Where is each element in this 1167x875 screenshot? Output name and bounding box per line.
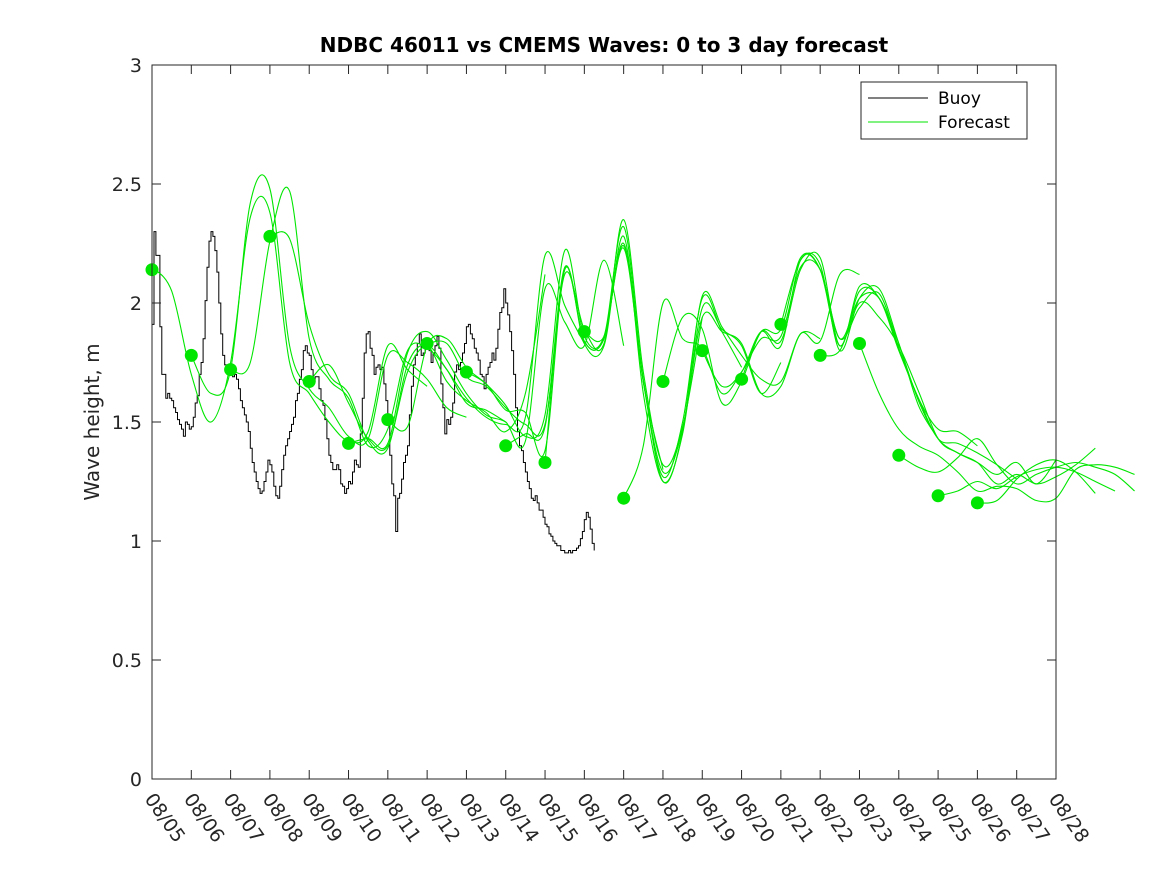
legend-buoy-label: Buoy xyxy=(938,89,981,109)
forecast-line-16 xyxy=(780,252,1057,485)
forecast-line-0 xyxy=(151,195,428,444)
forecast-marker xyxy=(892,448,906,462)
forecast-marker xyxy=(420,337,434,350)
forecast-marker xyxy=(577,325,591,339)
forecast-marker xyxy=(813,348,827,362)
legend-forecast-label: Forecast xyxy=(938,113,1010,133)
y-tick-label: 3 xyxy=(130,55,142,77)
forecast-marker xyxy=(302,375,316,388)
legend: Buoy Forecast xyxy=(860,81,1028,140)
forecast-marker xyxy=(617,491,631,505)
legend-box xyxy=(860,81,1028,140)
chart-title: NDBC 46011 vs CMEMS Waves: 0 to 3 day fo… xyxy=(320,33,889,57)
forecast-marker xyxy=(224,363,238,377)
y-tick-label: 2 xyxy=(130,293,142,315)
forecast-marker xyxy=(735,372,749,386)
forecast-marker xyxy=(459,365,473,379)
forecast-marker xyxy=(695,344,709,358)
forecast-line-19 xyxy=(898,438,1135,492)
forecast-line-5 xyxy=(348,259,625,450)
forecast-marker xyxy=(342,436,355,450)
forecast-marker xyxy=(656,375,670,388)
forecast-marker xyxy=(931,489,945,503)
y-tick-label: 0.5 xyxy=(112,650,142,672)
y-axis-label: Wave height, m xyxy=(80,343,104,500)
forecast-line-6 xyxy=(387,226,664,470)
forecast-marker xyxy=(774,317,788,331)
forecast-marker xyxy=(853,337,866,350)
forecast-line-21 xyxy=(977,459,1096,504)
forecast-line-11 xyxy=(584,247,860,475)
y-tick-label: 0 xyxy=(130,769,142,791)
forecast-line-20 xyxy=(937,466,1116,497)
forecast-line-4 xyxy=(308,251,585,451)
forecast-marker xyxy=(970,496,984,510)
forecast-line-15 xyxy=(741,252,1018,480)
plot-area xyxy=(152,65,1056,779)
forecast-line-14 xyxy=(701,253,978,447)
forecast-line-1 xyxy=(190,174,467,446)
forecast-line-17 xyxy=(820,301,1096,485)
forecast-line-10 xyxy=(544,245,821,484)
y-tick-label: 1 xyxy=(130,531,142,553)
forecast-line-3 xyxy=(269,231,546,455)
series-layer xyxy=(145,174,1135,554)
forecast-marker xyxy=(263,229,277,243)
y-tick-label: 1.5 xyxy=(112,412,142,434)
forecast-marker xyxy=(538,456,552,469)
forecast-marker xyxy=(184,348,198,362)
y-tick-label: 2.5 xyxy=(112,174,142,196)
forecast-marker xyxy=(381,413,395,427)
forecast-marker xyxy=(499,439,513,453)
